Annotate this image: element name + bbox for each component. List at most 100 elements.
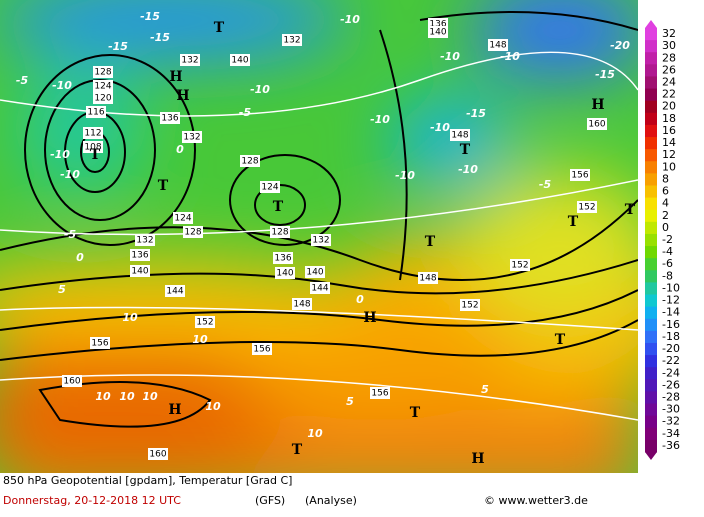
label-box <box>252 343 272 355</box>
colorbar-swatch <box>645 306 657 320</box>
pressure-center: T <box>273 199 284 215</box>
colorbar-swatch <box>645 403 657 417</box>
colorbar-swatch <box>645 112 657 126</box>
geopotential-label: 160 <box>588 120 605 130</box>
label-box <box>240 155 260 167</box>
colorbar-label: -6 <box>662 257 673 270</box>
geopotential-label: 140 <box>276 269 293 279</box>
geopotential-label: 156 <box>253 345 270 355</box>
pressure-center: T <box>625 202 636 218</box>
label-box <box>428 26 448 38</box>
pressure-center: T <box>90 147 101 163</box>
geopotential-label: 116 <box>87 108 104 118</box>
colorbar-swatch <box>645 439 657 453</box>
map-title: 850 hPa Geopotential [gpdam], Temperatur… <box>3 474 292 487</box>
label-box <box>370 387 390 399</box>
geopotential-label: 108 <box>84 143 101 153</box>
label-box <box>311 234 331 246</box>
temperature-label: 0 <box>76 251 84 264</box>
label-box <box>130 265 150 277</box>
temperature-label: -15 <box>108 40 128 53</box>
temperature-label: -10 <box>440 50 460 63</box>
pressure-center: H <box>176 88 189 104</box>
label-box <box>130 249 150 261</box>
geopotential-label: 128 <box>94 68 111 78</box>
temperature-label: 10 <box>95 390 111 403</box>
colorbar-swatch <box>645 161 657 174</box>
colorbar-label: -22 <box>662 354 680 367</box>
temperature-label: 0 <box>176 143 184 156</box>
colorbar-swatch <box>645 282 657 296</box>
temperature-label: -10 <box>458 163 478 176</box>
label-box <box>570 169 590 181</box>
colorbar-swatch <box>645 246 657 259</box>
pressure-center: T <box>158 178 169 194</box>
colorbar-label: 14 <box>662 136 676 149</box>
label-box <box>135 234 155 246</box>
label-box <box>165 285 185 297</box>
temperature-label: -5 <box>539 178 552 191</box>
label-box <box>305 266 325 278</box>
source: © www.wetter3.de <box>484 494 588 507</box>
geopotential-label: 160 <box>63 377 80 387</box>
geopotential-label: 132 <box>181 56 198 66</box>
colorbar-swatch <box>645 330 657 344</box>
colorbar-swatch <box>645 28 657 41</box>
temperature-label: 5 <box>58 283 66 296</box>
colorbar-swatch <box>645 88 657 102</box>
colorbar-label: 22 <box>662 88 676 101</box>
colorbar: 32302826242220181614121086420-2-4-6-8-10… <box>645 20 680 460</box>
colorbar-label: 28 <box>662 51 676 64</box>
colorbar-swatch <box>645 342 657 356</box>
colorbar-swatch <box>645 40 657 53</box>
colorbar-swatch <box>645 427 657 441</box>
colorbar-label: -36 <box>662 439 680 452</box>
geopotential-label: 132 <box>283 36 300 46</box>
geopotential-label: 136 <box>429 20 446 30</box>
model: (GFS) <box>255 494 285 507</box>
pressure-center: H <box>363 310 376 326</box>
label-box <box>270 226 290 238</box>
colorbar-swatch <box>645 124 657 138</box>
colorbar-label: 20 <box>662 100 676 113</box>
colorbar-label: 4 <box>662 197 669 210</box>
label-box <box>173 212 193 224</box>
colorbar-swatch <box>645 379 657 392</box>
label-box <box>510 259 530 271</box>
geopotential-label: 124 <box>261 183 278 193</box>
geopotential-label: 140 <box>131 267 148 277</box>
temperature-label: 0 <box>356 293 364 306</box>
geopotential-label: 132 <box>136 236 153 246</box>
geopotential-label: 148 <box>451 131 468 141</box>
colorbar-arrow <box>645 20 657 28</box>
pressure-center: T <box>292 442 303 458</box>
colorbar-swatch <box>645 209 657 223</box>
label-box <box>310 282 330 294</box>
temperature-label: -5 <box>239 106 252 119</box>
geopotential-label: 132 <box>183 133 200 143</box>
temperature-label: -10 <box>500 50 520 63</box>
geopotential-label: 160 <box>149 450 166 460</box>
pressure-center: T <box>214 20 225 36</box>
colorbar-swatch <box>645 258 657 271</box>
colorbar-label: 12 <box>662 148 676 161</box>
label-box <box>62 375 82 387</box>
temperature-label: -5 <box>64 228 77 241</box>
colorbar-label: 8 <box>662 172 669 185</box>
colorbar-label: 0 <box>662 221 669 234</box>
colorbar-label: 10 <box>662 160 676 173</box>
temperature-label: -10 <box>60 168 80 181</box>
label-box <box>93 80 113 92</box>
label-box <box>292 298 312 310</box>
label-box <box>230 54 250 66</box>
pressure-center: T <box>425 234 436 250</box>
temperature-label: 10 <box>142 390 158 403</box>
colorbar-swatch <box>645 294 657 308</box>
temperature-label: 10 <box>307 427 323 440</box>
temperature-label: -15 <box>466 107 486 120</box>
colorbar-swatch <box>645 318 657 332</box>
colorbar-swatch <box>645 233 657 247</box>
temperature-label: -10 <box>370 113 390 126</box>
geopotential-label: 132 <box>312 236 329 246</box>
geopotential-label: 144 <box>311 284 328 294</box>
